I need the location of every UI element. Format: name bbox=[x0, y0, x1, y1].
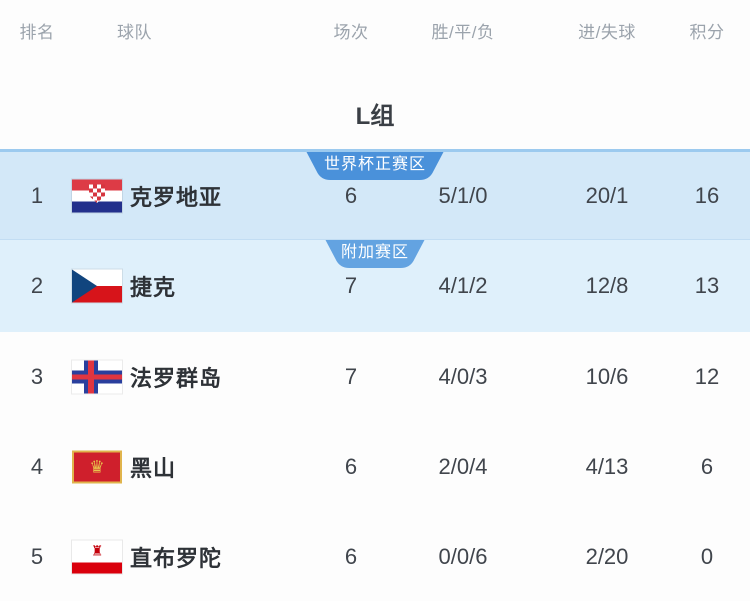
gibraltar-castle-icon: ♜ bbox=[90, 543, 104, 559]
team-name[interactable]: 克罗地亚 bbox=[130, 184, 223, 210]
rank-value: 4 bbox=[30, 454, 44, 479]
playoff-zone-badge: 附加赛区 bbox=[325, 240, 425, 268]
points-value: 13 bbox=[694, 273, 720, 298]
header-team: 球队 bbox=[117, 23, 152, 42]
badge-label: 附加赛区 bbox=[340, 244, 409, 261]
rank-value: 1 bbox=[30, 182, 44, 208]
matches-value: 7 bbox=[344, 364, 358, 389]
wdl-value: 2/0/4 bbox=[438, 454, 488, 479]
goals-value: 20/1 bbox=[585, 182, 629, 208]
matches-value: 6 bbox=[344, 182, 358, 208]
goals-value: 12/8 bbox=[585, 273, 629, 298]
points-value: 12 bbox=[694, 364, 720, 389]
goals-value: 4/13 bbox=[585, 454, 629, 479]
points-value: 0 bbox=[700, 543, 714, 569]
czech-wedge-icon bbox=[72, 269, 97, 303]
badge-shape bbox=[325, 240, 425, 268]
header-rank: 排名 bbox=[19, 23, 55, 42]
header-win-draw-loss: 胜/平/负 bbox=[431, 23, 495, 42]
rank-value: 2 bbox=[30, 273, 44, 298]
points-value: 6 bbox=[700, 454, 714, 479]
wdl-value: 4/0/3 bbox=[438, 364, 488, 389]
world-cup-zone-badge: 世界杯正赛区 bbox=[306, 152, 444, 180]
team-name[interactable]: 法罗群岛 bbox=[130, 366, 223, 391]
badge-label: 世界杯正赛区 bbox=[323, 156, 426, 173]
montenegro-flag-icon: ♛ bbox=[72, 450, 122, 484]
table-row-montenegro[interactable]: 4 ♛ 黑山 6 2/0/4 4/13 6 bbox=[0, 422, 750, 512]
wdl-value: 5/1/0 bbox=[438, 182, 488, 208]
wdl-value: 0/0/6 bbox=[438, 543, 488, 569]
team-name[interactable]: 捷克 bbox=[130, 275, 177, 300]
badge-shape bbox=[306, 152, 444, 180]
matches-value: 7 bbox=[344, 273, 358, 298]
matches-value: 6 bbox=[344, 454, 358, 479]
group-title: L组 bbox=[355, 103, 395, 130]
czech-flag-icon bbox=[72, 269, 122, 303]
gibraltar-flag-icon: ♜ bbox=[72, 540, 122, 573]
wdl-value: 4/1/2 bbox=[438, 273, 488, 298]
croatia-flag-icon bbox=[72, 179, 122, 212]
croatia-crest-icon bbox=[89, 184, 105, 203]
table-row-czech[interactable]: 附加赛区 2 捷克 7 4/1/2 12/8 13 bbox=[0, 240, 750, 332]
goals-value: 10/6 bbox=[585, 364, 629, 389]
faroe-islands-flag-icon bbox=[72, 360, 122, 394]
goals-value: 2/20 bbox=[585, 543, 629, 569]
table-row-gibraltar[interactable]: 5 ♜ 直布罗陀 6 0/0/6 2/20 0 bbox=[0, 512, 750, 601]
table-row-croatia[interactable]: 世界杯正赛区 1 克罗地亚 6 5/1/0 20/1 16 bbox=[0, 149, 750, 240]
table-row-faroe-islands[interactable]: 3 法罗群岛 7 4/0/3 10/6 12 bbox=[0, 332, 750, 422]
standings-table: 世界杯正赛区 1 克罗地亚 6 5/1/0 20/1 16 附加赛区 2 捷克 … bbox=[0, 149, 750, 601]
header-goals-for-against: 进/失球 bbox=[578, 23, 636, 42]
matches-value: 6 bbox=[344, 543, 358, 569]
montenegro-eagle-icon: ♛ bbox=[89, 457, 105, 477]
rank-value: 3 bbox=[30, 364, 44, 389]
team-name[interactable]: 直布罗陀 bbox=[130, 545, 223, 571]
header-points: 积分 bbox=[689, 23, 725, 42]
rank-value: 5 bbox=[30, 543, 44, 569]
team-name[interactable]: 黑山 bbox=[130, 456, 177, 481]
points-value: 16 bbox=[694, 182, 720, 208]
header-matches: 场次 bbox=[333, 23, 369, 42]
